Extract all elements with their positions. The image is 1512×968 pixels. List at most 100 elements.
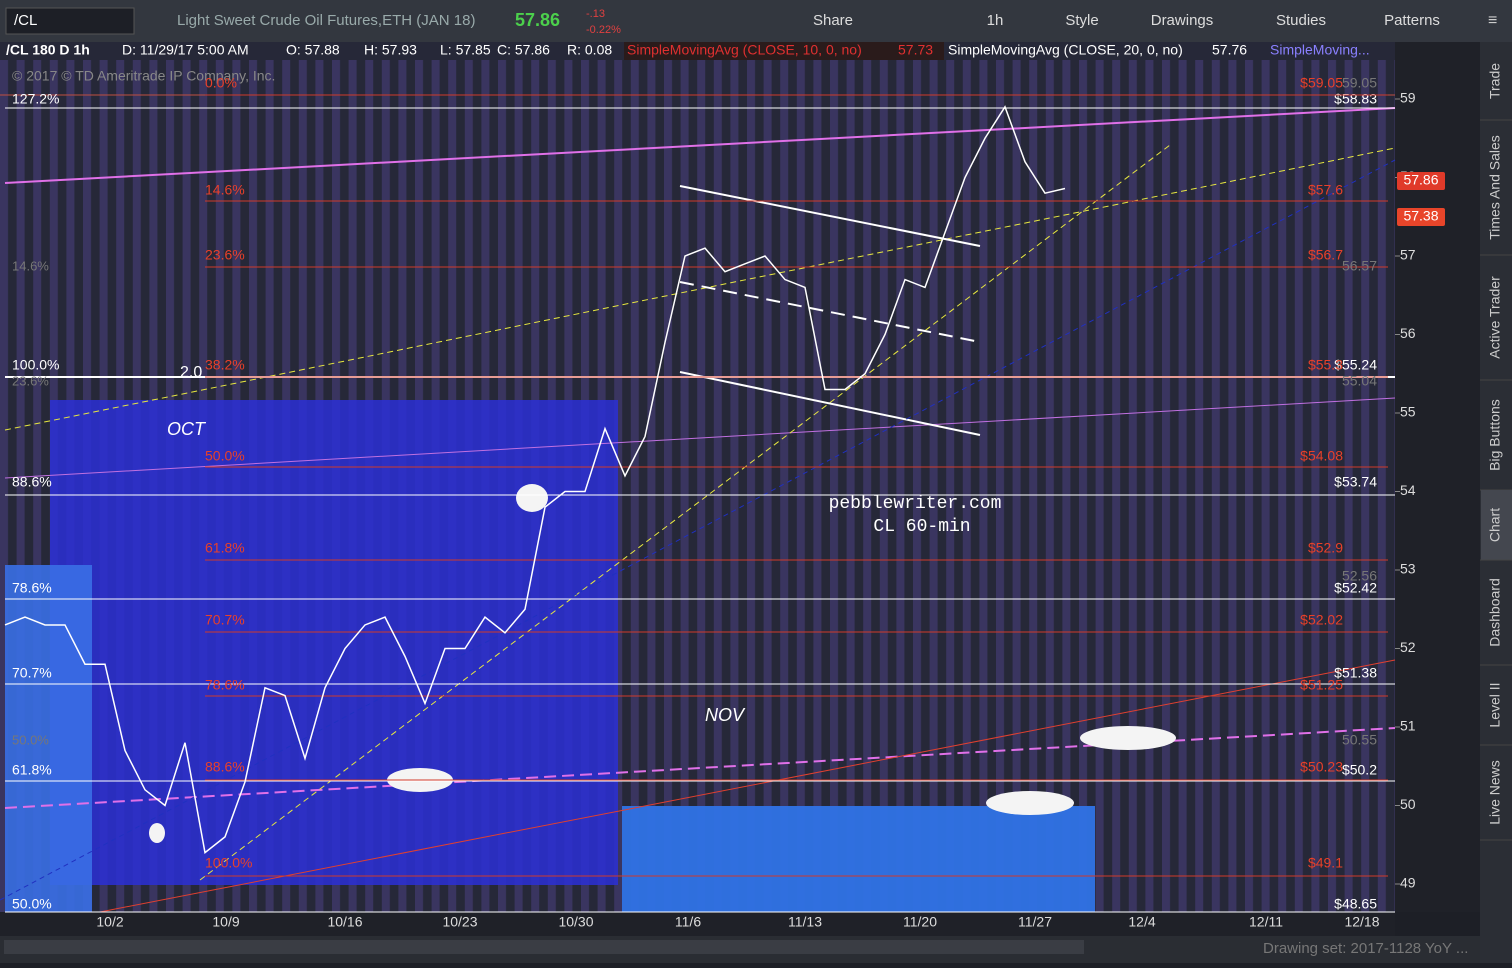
date-tick-label: 10/23 <box>442 914 477 930</box>
fib-price-faint: 50.55 <box>1342 732 1377 748</box>
side-tab[interactable]: Times And Sales <box>1487 135 1503 240</box>
header-item: C: 57.86 <box>497 42 550 58</box>
side-tab[interactable]: Trade <box>1487 63 1503 99</box>
oct-box <box>50 400 618 885</box>
fib-price: $55.24 <box>1334 357 1377 373</box>
date-tick-label: 11/6 <box>675 914 701 930</box>
sma1-bg <box>624 42 944 60</box>
date-tick-label: 10/2 <box>96 914 123 930</box>
fib-price: $50.2 <box>1342 762 1377 778</box>
fib-label: 78.6% <box>205 677 245 693</box>
side-tab-active <box>1481 490 1512 560</box>
sma2: SimpleMovingAvg (CLOSE, 20, 0, no) <box>948 42 1183 58</box>
fib-label: 88.6% <box>12 474 52 490</box>
date-tick-label: 11/13 <box>788 914 822 930</box>
fib-price: $53.74 <box>1334 474 1377 490</box>
last-price: 57.86 <box>515 10 560 30</box>
toolbar-button[interactable]: Drawings <box>1151 12 1214 29</box>
price-tag-bg <box>1397 208 1445 226</box>
header-item: H: 57.93 <box>364 42 417 58</box>
price-tick-label: 52 <box>1400 639 1416 655</box>
toolbar-button[interactable]: Studies <box>1276 12 1326 29</box>
fib-label-faint: 23.6% <box>12 373 49 388</box>
toolbar-items: /CL Light Sweet Crude Oil Futures,ETH (J… <box>5 7 1497 36</box>
price-tick-label: 55 <box>1400 404 1416 420</box>
header-item: O: 57.88 <box>286 42 340 58</box>
price-tag: 57.86 <box>1403 172 1438 188</box>
side-tab[interactable]: Big Buttons <box>1487 399 1503 471</box>
oct-label: OCT <box>167 419 207 439</box>
price-tick-label: 50 <box>1400 796 1416 812</box>
price-tag-bg <box>1397 172 1445 190</box>
sma1: SimpleMovingAvg (CLOSE, 10, 0, no) <box>627 42 862 58</box>
fib-price: $52.02 <box>1300 612 1343 628</box>
price-tag: 57.38 <box>1403 208 1438 224</box>
price-tick-label: 54 <box>1400 482 1416 498</box>
nov-box <box>622 806 1095 912</box>
price-tick-label: 53 <box>1400 561 1416 577</box>
scrollbar[interactable] <box>4 940 1084 954</box>
side-tab[interactable]: Chart <box>1487 508 1503 542</box>
fib-price: $49.1 <box>1308 855 1343 871</box>
symbol: /CL <box>14 12 37 29</box>
fib-label: 70.7% <box>205 612 245 628</box>
date-tick-label: 11/27 <box>1018 914 1052 930</box>
fib-label-faint: 14.6% <box>12 258 49 273</box>
fib-label: 0.0% <box>205 75 237 91</box>
date-tick-label: 10/16 <box>327 914 362 930</box>
change: -.13 <box>586 8 605 20</box>
fib-label-faint: 50.0% <box>12 732 49 747</box>
fib-label: 88.6% <box>205 759 245 775</box>
chart-subtitle: CL 60-min <box>873 517 970 537</box>
settings-icon[interactable]: ≡ <box>1488 12 1497 29</box>
side-tab[interactable]: Active Trader <box>1487 276 1503 359</box>
drawing-set[interactable]: Drawing set: 2017-1128 YoY ... <box>1263 940 1468 957</box>
fib-price-faint: 55.04 <box>1342 373 1377 389</box>
date-tick-label: 11/20 <box>903 914 937 930</box>
date-tick-label: 10/9 <box>212 914 239 930</box>
header-item: D: 11/29/17 5:00 AM <box>122 42 249 58</box>
header-item: R: 0.08 <box>567 42 612 58</box>
fib-label: 23.6% <box>205 247 245 263</box>
fib-price: $57.6 <box>1308 182 1343 198</box>
fib-price: $54.08 <box>1300 448 1343 464</box>
fib-price: $58.83 <box>1334 91 1377 107</box>
date-tick-label: 12/18 <box>1344 914 1379 930</box>
description: Light Sweet Crude Oil Futures,ETH (JAN 1… <box>177 12 475 29</box>
fib-price-faint: 52.56 <box>1342 568 1377 584</box>
toolbar <box>0 0 1512 42</box>
side-tab[interactable]: Live News <box>1487 760 1503 825</box>
toolbar-button[interactable]: Patterns <box>1384 12 1440 29</box>
symbol-box[interactable] <box>5 7 135 35</box>
side-tab[interactable]: Dashboard <box>1487 578 1503 647</box>
fib-price: $56.7 <box>1308 247 1343 263</box>
fib-price: $51.25 <box>1300 677 1343 693</box>
toolbar-button[interactable]: Style <box>1065 12 1098 29</box>
fib-price: $52.42 <box>1334 580 1377 596</box>
fib-label: 78.6% <box>12 580 52 596</box>
fib-label: 100.0% <box>205 855 252 871</box>
ovals <box>149 484 1176 843</box>
date-tick-label: 12/4 <box>1128 914 1155 930</box>
date-tick-label: 12/11 <box>1249 914 1283 930</box>
sma1-value: 57.73 <box>898 42 933 58</box>
ratio-label: 2.0 <box>180 364 202 381</box>
side-tab[interactable]: Level II <box>1487 682 1503 727</box>
date-tick-label: 10/30 <box>558 914 593 930</box>
date-axis <box>0 912 1395 936</box>
fib-price-faint: 56.57 <box>1342 258 1377 274</box>
fib-price: $55.3 <box>1308 357 1343 373</box>
fib-label: 50.0% <box>205 448 245 464</box>
toolbar-button[interactable]: 1h <box>987 12 1004 29</box>
fib-price-faint: 59.05 <box>1342 75 1377 91</box>
toolbar-button[interactable]: Share <box>813 12 853 29</box>
fib-label: 61.8% <box>12 762 52 778</box>
fib-label: 70.7% <box>12 665 52 681</box>
price-tick-label: 49 <box>1400 875 1416 891</box>
fib-label: 38.2% <box>205 357 245 373</box>
price-tick-label: 59 <box>1400 90 1416 106</box>
header-item: L: 57.85 <box>440 42 491 58</box>
nov-label: NOV <box>705 705 746 725</box>
